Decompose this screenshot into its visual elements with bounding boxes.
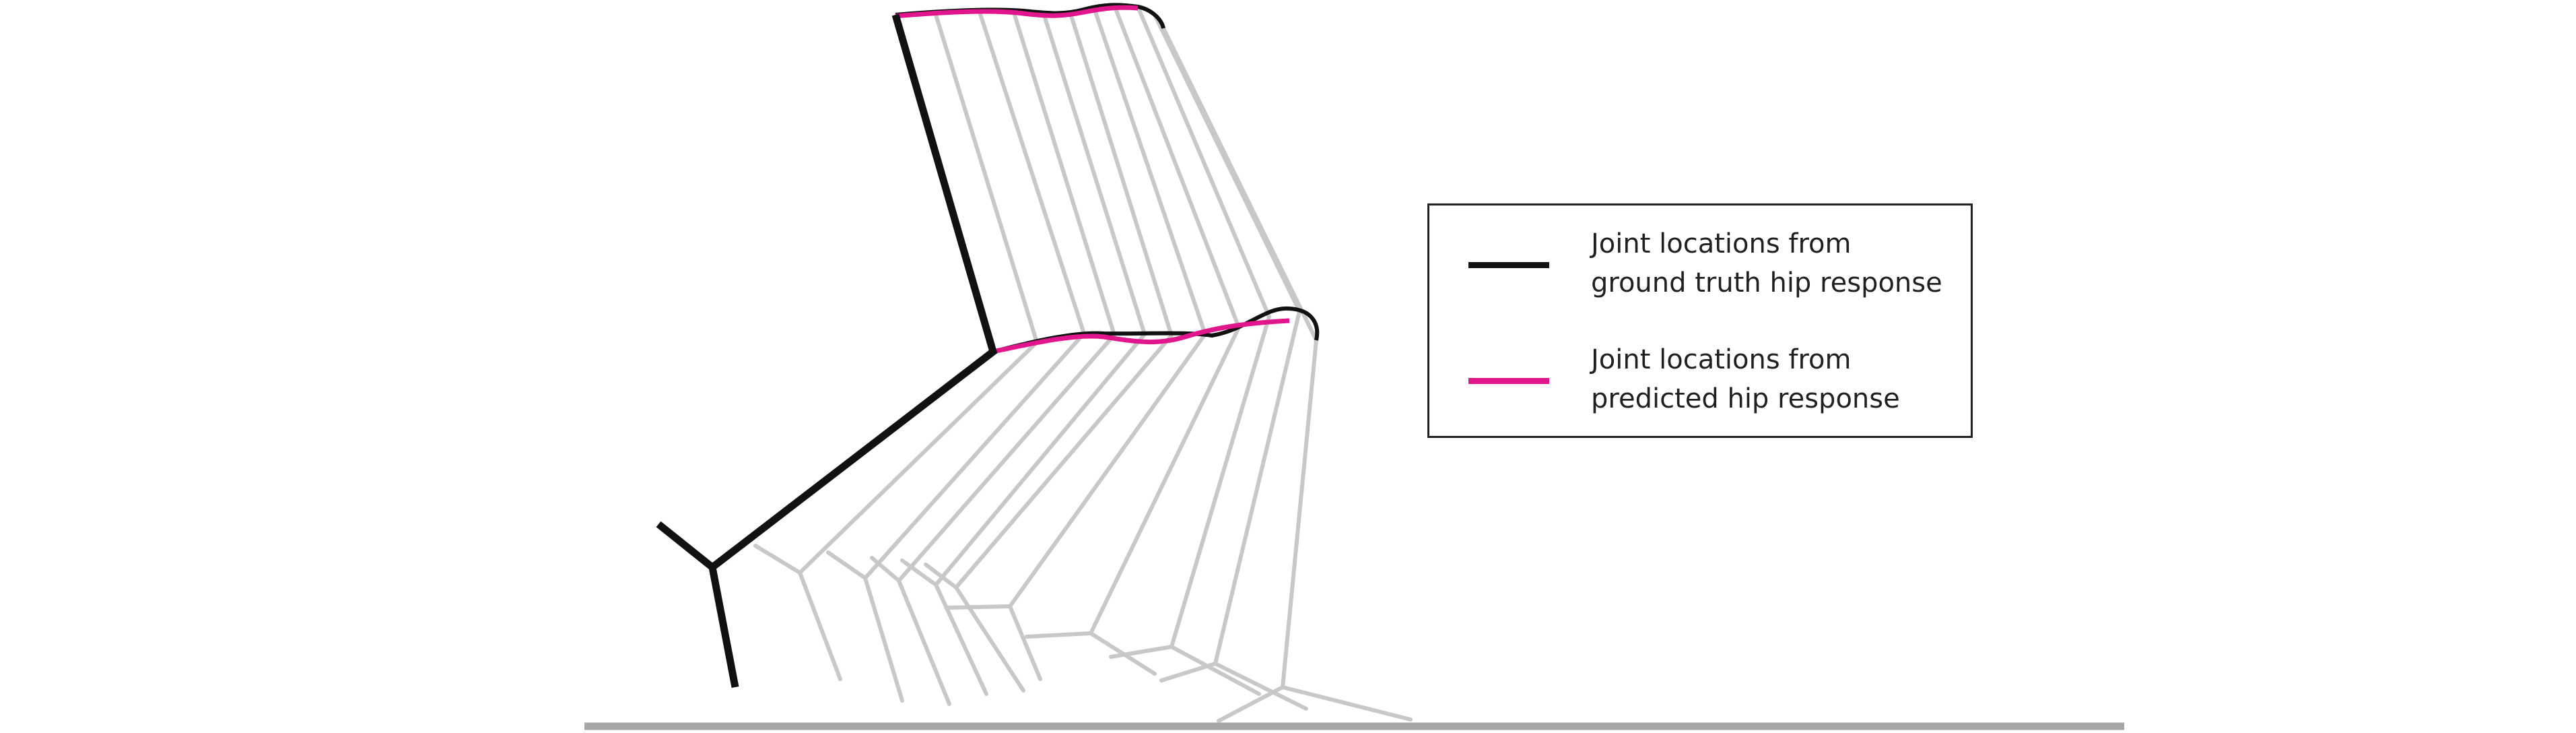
ghost-skeleton-leg: [1153, 13, 1308, 711]
ghost-skeleton-foot: [1159, 662, 1217, 682]
legend-label-ground-truth-line1: Joint locations from: [1591, 228, 1852, 259]
ghost-skeleton-leg: [798, 13, 1039, 681]
ghost-skeleton-leg: [897, 9, 1116, 706]
ghost-skeleton-foot: [1217, 685, 1285, 723]
intermediate-skeleton-poses: [753, 3, 1413, 723]
ghost-skeleton-leg: [1008, 6, 1207, 681]
legend-swatch-ground-truth: [1468, 262, 1549, 268]
ghost-skeleton-leg: [863, 10, 1086, 703]
ghost-skeleton-foot: [1109, 645, 1174, 659]
ghost-skeleton-leg: [1161, 26, 1413, 722]
ghost-skeleton-leg: [934, 11, 1147, 696]
legend-swatch-predicted: [1468, 378, 1549, 384]
ghost-skeleton-foot: [924, 563, 958, 589]
legend-label-predicted-line2: predicted hip response: [1591, 383, 1900, 414]
ghost-skeleton-foot: [944, 604, 1012, 610]
ghost-skeleton-foot: [870, 556, 901, 583]
ghost-skeleton-foot: [1025, 631, 1093, 639]
ghost-skeleton-leg: [954, 11, 1174, 693]
ghost-skeleton-foot: [900, 559, 938, 587]
ghost-skeleton-foot: [826, 550, 867, 580]
predicted-knee-trajectory: [992, 318, 1290, 354]
legend-item-ground-truth: Joint locations from ground truth hip re…: [1429, 224, 1971, 319]
current-skeleton-leg: [708, 13, 998, 689]
current-skeleton-foot: [656, 521, 715, 571]
ghost-skeleton-foot: [753, 544, 802, 575]
legend-label-ground-truth-line2: ground truth hip response: [1591, 267, 1942, 298]
legend: Joint locations from ground truth hip re…: [1427, 203, 1973, 438]
legend-item-predicted: Joint locations from predicted hip respo…: [1429, 340, 1971, 435]
ghost-skeleton-leg: [1136, 5, 1271, 696]
predicted-hip-trajectory: [895, 5, 1139, 19]
legend-label-predicted-line1: Joint locations from: [1591, 344, 1852, 375]
